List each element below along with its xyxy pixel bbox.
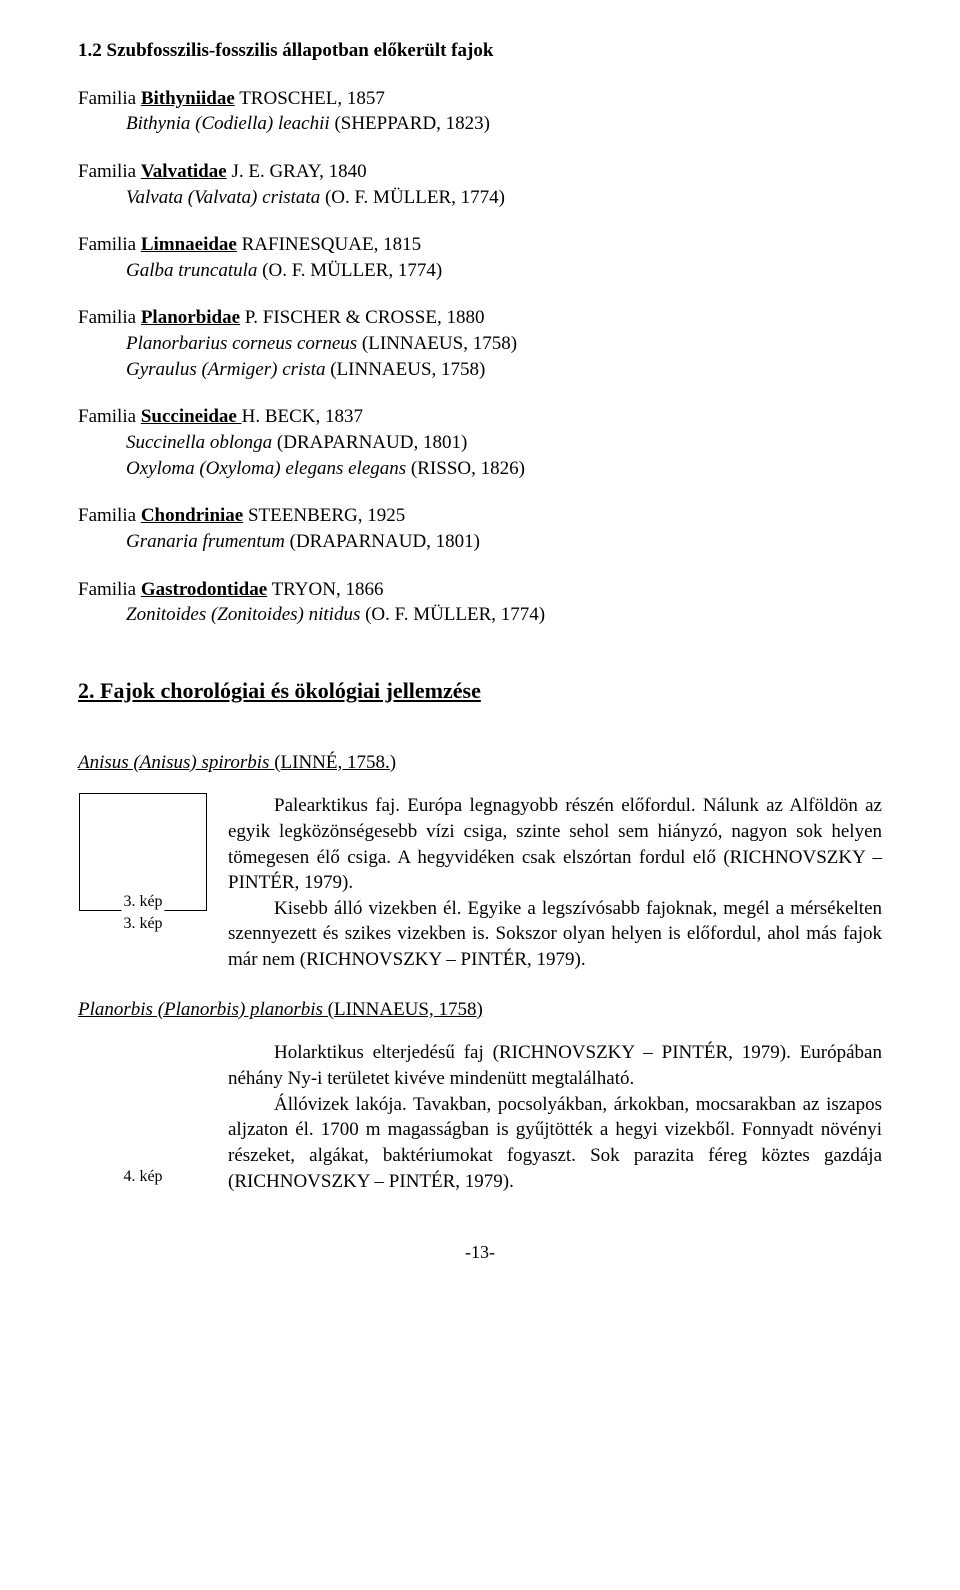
- description-column-2: Holarktikus elterjedésű faj (RICHNOVSZKY…: [228, 1040, 882, 1194]
- image-column-1: 3. kép 3. kép: [78, 793, 208, 935]
- species-name-italic: Valvata (Valvata) cristata: [126, 187, 320, 208]
- family-line: Familia Bithyniidae TROSCHEL, 1857: [78, 86, 882, 112]
- species-line: Galba truncatula (O. F. MÜLLER, 1774): [78, 258, 882, 284]
- species-heading-1: Anisus (Anisus) spirorbis (LINNÉ, 1758.): [78, 750, 882, 776]
- image-caption-inside-1: 3. kép: [121, 891, 164, 913]
- species-name-italic: Bithynia (Codiella) leachii: [126, 113, 330, 134]
- family-authority: J. E. GRAY, 1840: [227, 161, 367, 182]
- family-name: Limnaeidae: [141, 234, 237, 255]
- page-number: -13-: [78, 1240, 882, 1264]
- family-line: Familia Chondriniae STEENBERG, 1925: [78, 503, 882, 529]
- section-heading-2: 2. Fajok chorológiai és ökológiai jellem…: [78, 676, 882, 706]
- species-line: Valvata (Valvata) cristata (O. F. MÜLLER…: [78, 185, 882, 211]
- image-placeholder-1: 3. kép: [79, 793, 207, 911]
- family-authority: STEENBERG, 1925: [243, 505, 405, 526]
- species-line: Granaria frumentum (DRAPARNAUD, 1801): [78, 529, 882, 555]
- species-line: Gyraulus (Armiger) crista (LINNAEUS, 175…: [78, 357, 882, 383]
- species-line: Bithynia (Codiella) leachii (SHEPPARD, 1…: [78, 111, 882, 137]
- species-authority: (DRAPARNAUD, 1801): [272, 432, 467, 453]
- family-name: Planorbidae: [141, 307, 240, 328]
- family-prefix: Familia: [78, 234, 141, 255]
- species-line: Succinella oblonga (DRAPARNAUD, 1801): [78, 430, 882, 456]
- species-authority: (LINNAEUS, 1758): [325, 359, 485, 380]
- family-line: Familia Limnaeidae RAFINESQUAE, 1815: [78, 232, 882, 258]
- species-name-rest-1: (LINNÉ, 1758.): [269, 752, 396, 773]
- species-authority: (LINNAEUS, 1758): [357, 333, 517, 354]
- family-authority: RAFINESQUAE, 1815: [237, 234, 421, 255]
- family-prefix: Familia: [78, 406, 141, 427]
- family-name: Valvatidae: [141, 161, 227, 182]
- family-block: Familia Gastrodontidae TRYON, 1866Zonito…: [78, 577, 882, 628]
- family-authority: TROSCHEL, 1857: [235, 88, 385, 109]
- family-line: Familia Succineidae H. BECK, 1837: [78, 404, 882, 430]
- image-placeholder-2: [79, 1046, 207, 1164]
- paragraph: Állóvizek lakója. Tavakban, pocsolyákban…: [228, 1092, 882, 1195]
- family-authority: P. FISCHER & CROSSE, 1880: [240, 307, 484, 328]
- species-name-italic: Gyraulus (Armiger) crista: [126, 359, 325, 380]
- species-name-italic: Planorbarius corneus corneus: [126, 333, 357, 354]
- family-prefix: Familia: [78, 161, 141, 182]
- family-block: Familia Chondriniae STEENBERG, 1925Grana…: [78, 503, 882, 554]
- species-authority: (DRAPARNAUD, 1801): [285, 531, 480, 552]
- species-name-italic-1: Anisus (Anisus) spirorbis: [78, 752, 269, 773]
- family-name: Chondriniae: [141, 505, 243, 526]
- family-block: Familia Valvatidae J. E. GRAY, 1840Valva…: [78, 159, 882, 210]
- family-prefix: Familia: [78, 505, 141, 526]
- family-prefix: Familia: [78, 307, 141, 328]
- species-name-italic: Zonitoides (Zonitoides) nitidus: [126, 604, 360, 625]
- paragraph: Kisebb álló vizekben él. Egyike a legszí…: [228, 896, 882, 973]
- paragraph: Palearktikus faj. Európa legnagyobb rész…: [228, 793, 882, 896]
- family-line: Familia Planorbidae P. FISCHER & CROSSE,…: [78, 305, 882, 331]
- families-container: Familia Bithyniidae TROSCHEL, 1857Bithyn…: [78, 86, 882, 628]
- family-prefix: Familia: [78, 579, 141, 600]
- family-line: Familia Gastrodontidae TRYON, 1866: [78, 577, 882, 603]
- description-column-1: Palearktikus faj. Európa legnagyobb rész…: [228, 793, 882, 972]
- species-name-italic: Galba truncatula: [126, 260, 257, 281]
- image-column-2: 4. kép: [78, 1040, 208, 1188]
- species-row-1: 3. kép 3. kép Palearktikus faj. Európa l…: [78, 793, 882, 972]
- species-authority: (O. F. MÜLLER, 1774): [360, 604, 545, 625]
- paragraph: Holarktikus elterjedésű faj (RICHNOVSZKY…: [228, 1040, 882, 1091]
- family-block: Familia Succineidae H. BECK, 1837Succine…: [78, 404, 882, 481]
- species-line: Oxyloma (Oxyloma) elegans elegans (RISSO…: [78, 456, 882, 482]
- family-authority: TRYON, 1866: [267, 579, 383, 600]
- species-authority: (SHEPPARD, 1823): [330, 113, 490, 134]
- species-authority: (O. F. MÜLLER, 1774): [257, 260, 442, 281]
- species-authority: (O. F. MÜLLER, 1774): [320, 187, 505, 208]
- species-name-italic-2: Planorbis (Planorbis) planorbis: [78, 999, 323, 1020]
- species-row-2: 4. kép Holarktikus elterjedésű faj (RICH…: [78, 1040, 882, 1194]
- species-name-italic: Granaria frumentum: [126, 531, 285, 552]
- family-name: Succineidae: [141, 406, 242, 427]
- species-heading-2: Planorbis (Planorbis) planorbis (LINNAEU…: [78, 997, 882, 1023]
- species-authority: (RISSO, 1826): [406, 458, 525, 479]
- family-block: Familia Limnaeidae RAFINESQUAE, 1815Galb…: [78, 232, 882, 283]
- family-line: Familia Valvatidae J. E. GRAY, 1840: [78, 159, 882, 185]
- family-block: Familia Planorbidae P. FISCHER & CROSSE,…: [78, 305, 882, 382]
- family-authority: H. BECK, 1837: [242, 406, 363, 427]
- family-prefix: Familia: [78, 88, 141, 109]
- family-block: Familia Bithyniidae TROSCHEL, 1857Bithyn…: [78, 86, 882, 137]
- species-name-italic: Oxyloma (Oxyloma) elegans elegans: [126, 458, 406, 479]
- species-name-rest-2: (LINNAEUS, 1758): [323, 999, 483, 1020]
- species-line: Planorbarius corneus corneus (LINNAEUS, …: [78, 331, 882, 357]
- species-name-italic: Succinella oblonga: [126, 432, 272, 453]
- image-caption-below-2: 4. kép: [123, 1166, 162, 1188]
- image-caption-below-1: 3. kép: [123, 913, 162, 935]
- section-heading-1: 1.2 Szubfosszilis-fosszilis állapotban e…: [78, 38, 882, 64]
- species-line: Zonitoides (Zonitoides) nitidus (O. F. M…: [78, 602, 882, 628]
- family-name: Gastrodontidae: [141, 579, 267, 600]
- family-name: Bithyniidae: [141, 88, 235, 109]
